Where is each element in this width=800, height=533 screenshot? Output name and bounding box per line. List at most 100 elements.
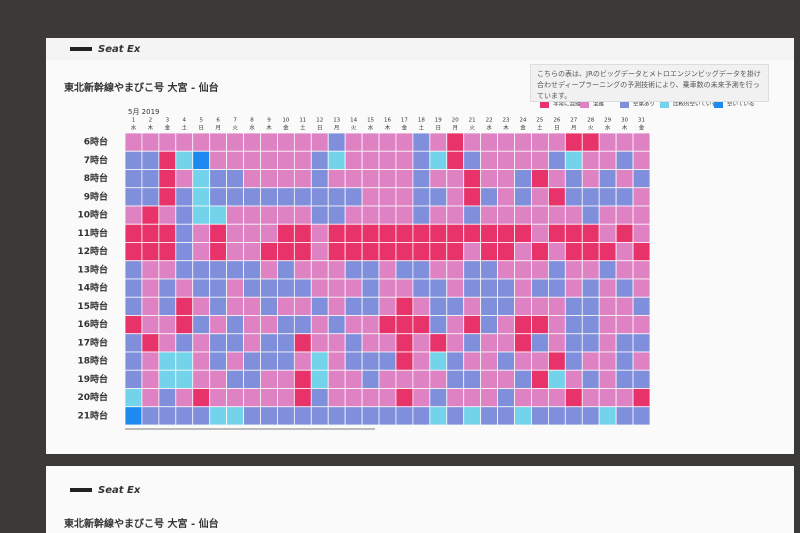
- legend-swatch: [620, 99, 629, 108]
- cell: [260, 278, 278, 298]
- cell: [124, 351, 143, 371]
- cell: [581, 260, 600, 280]
- cell: [124, 205, 143, 225]
- cell: [277, 242, 295, 262]
- logo-mark: [70, 47, 92, 51]
- cell: [598, 406, 617, 426]
- cell: [547, 315, 566, 335]
- cell: [598, 351, 617, 371]
- cell: [327, 132, 346, 152]
- cell: [310, 187, 329, 207]
- weekday-label: 金: [520, 124, 526, 132]
- day-label: 21: [469, 118, 476, 124]
- cell: [395, 278, 414, 298]
- cell: [395, 333, 414, 353]
- cell: [564, 369, 583, 389]
- cell: [209, 169, 228, 189]
- cell: [547, 150, 566, 170]
- cell: [192, 205, 211, 225]
- weekday-label: 土: [300, 124, 306, 132]
- cell: [361, 187, 380, 207]
- weekday-label: 月: [452, 125, 458, 132]
- cell: [175, 169, 194, 189]
- cell: [260, 351, 278, 371]
- header-bar: [46, 38, 794, 60]
- cell: [395, 388, 414, 408]
- cell: [480, 169, 498, 189]
- cell: [463, 260, 482, 280]
- cell: [581, 132, 600, 152]
- cell: [141, 242, 160, 262]
- cell: [209, 369, 228, 389]
- cell: [412, 260, 431, 280]
- cell: [243, 406, 261, 426]
- cell: [531, 150, 549, 170]
- cell: [564, 351, 583, 371]
- weekday-label: 日: [436, 125, 442, 132]
- cell: [446, 150, 465, 170]
- cell: [141, 315, 160, 335]
- cell: [344, 260, 363, 280]
- cell: [260, 187, 278, 207]
- weekday-label: 水: [605, 124, 611, 132]
- cell: [429, 369, 448, 389]
- cell: [564, 333, 583, 353]
- cell: [158, 406, 177, 426]
- cell: [361, 406, 380, 426]
- cell: [480, 260, 498, 280]
- day-label: 22: [486, 118, 493, 124]
- cell: [564, 406, 583, 426]
- cell: [226, 351, 244, 371]
- cell: [141, 278, 160, 298]
- day-label: 14: [350, 118, 357, 124]
- weekday-label: 水: [131, 124, 137, 132]
- cell: [344, 132, 363, 152]
- cell: [310, 388, 329, 408]
- cell: [344, 296, 363, 316]
- cell: [378, 369, 397, 389]
- cell: [514, 351, 532, 371]
- cell: [412, 296, 431, 316]
- cell: [564, 169, 583, 189]
- cell: [412, 132, 431, 152]
- cell: [310, 333, 329, 353]
- cell: [564, 388, 583, 408]
- cell: [598, 369, 617, 389]
- cell: [293, 187, 312, 207]
- cell: [175, 150, 194, 170]
- cell: [293, 333, 312, 353]
- cell: [327, 406, 346, 426]
- cell: [547, 132, 566, 152]
- weekday-label: 金: [165, 124, 171, 132]
- cell: [361, 169, 380, 189]
- cell: [497, 369, 515, 389]
- weekday-label: 金: [639, 124, 645, 132]
- cell: [581, 223, 600, 243]
- cell: [243, 132, 261, 152]
- cell: [463, 315, 482, 335]
- cell: [531, 278, 549, 298]
- cell: [293, 296, 312, 316]
- weekday-label: 日: [554, 125, 560, 132]
- cell: [598, 388, 617, 408]
- cell: [277, 260, 295, 280]
- cell: [429, 205, 448, 225]
- cell: [446, 351, 465, 371]
- cell: [310, 260, 329, 280]
- cell: [192, 388, 211, 408]
- cell: [124, 150, 143, 170]
- weekday-label: 木: [622, 124, 628, 132]
- cell: [395, 351, 414, 371]
- cell: [547, 242, 566, 262]
- cell: [514, 260, 532, 280]
- cell: [344, 351, 363, 371]
- cell: [463, 351, 482, 371]
- cell: [293, 223, 312, 243]
- cell: [497, 296, 515, 316]
- cell: [260, 150, 278, 170]
- cell: [531, 369, 549, 389]
- cell: [632, 132, 651, 152]
- cell: [412, 388, 431, 408]
- cell: [531, 296, 549, 316]
- cell: [395, 369, 414, 389]
